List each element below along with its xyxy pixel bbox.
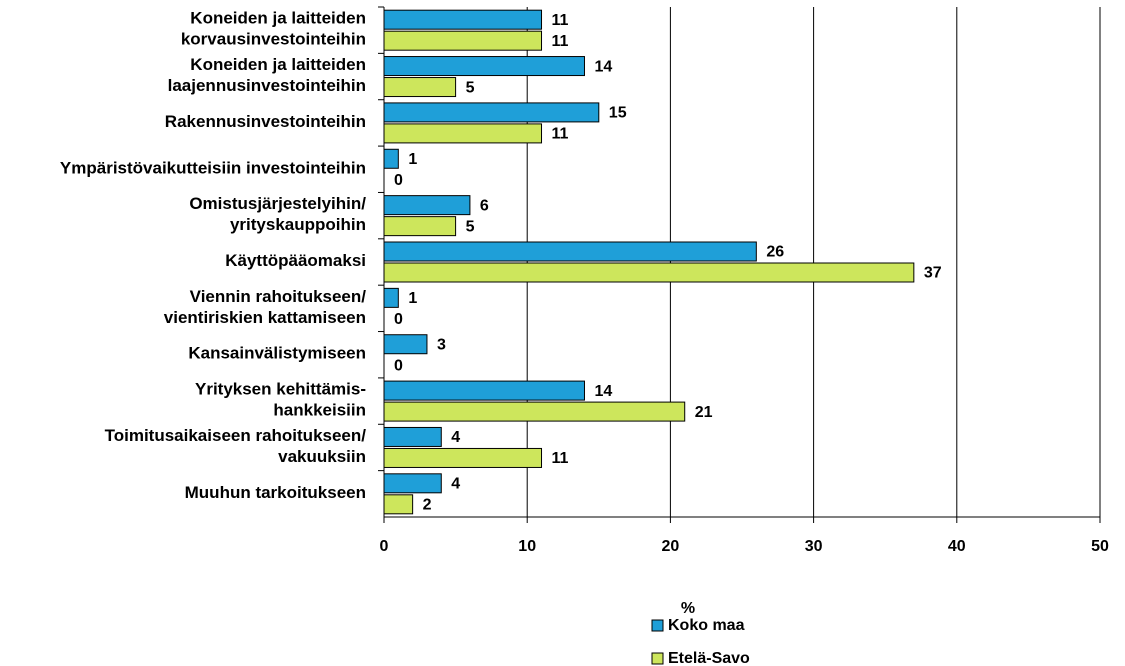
- data-label: 1: [408, 290, 417, 307]
- category-label: Koneiden ja laitteiden laajennusinvestoin…: [168, 56, 366, 96]
- data-label: 5: [466, 218, 475, 235]
- data-label: 2: [423, 497, 432, 514]
- category-label: Kansainvälistymiseen: [188, 344, 366, 363]
- bar: [383, 148, 399, 169]
- category-label: Käyttöpääomaksi: [225, 251, 366, 270]
- bar: [383, 77, 457, 98]
- bar: [383, 494, 414, 515]
- category-label: Koneiden ja laitteiden korvausinvestointe…: [181, 9, 366, 49]
- category-label: Toimitusaikaiseen rahoitukseen/vakuuksii…: [105, 426, 367, 466]
- data-label: 0: [394, 357, 403, 374]
- category-label: Yrityksen kehittämis-hankkeisiin: [195, 380, 366, 420]
- bar: [383, 9, 543, 30]
- data-label: 4: [451, 429, 460, 446]
- category-label: Rakennusinvestointeihin: [165, 112, 366, 131]
- x-tick-label: 20: [662, 538, 680, 555]
- bar: [383, 262, 915, 283]
- category-label: Viennin rahoitukseen/vientiriskien katta…: [164, 287, 366, 327]
- bar: [383, 56, 585, 77]
- data-label: 11: [552, 450, 569, 467]
- category-label: Ympäristövaikutteisiin investointeihin: [60, 159, 366, 178]
- data-label: 0: [394, 311, 403, 328]
- x-tick-label: 0: [380, 538, 389, 555]
- legend-label: Koko maa: [668, 617, 745, 634]
- legend-label: Etelä-Savo: [668, 650, 750, 666]
- data-label: 26: [766, 244, 784, 261]
- data-label: 11: [552, 33, 569, 50]
- category-label: Omistusjärjestelyihin/yrityskauppoihin: [189, 195, 366, 235]
- bar: [383, 473, 442, 494]
- bar: [383, 123, 543, 144]
- data-label: 5: [466, 79, 475, 96]
- data-label: 3: [437, 336, 446, 353]
- x-axis-label: %: [681, 600, 695, 617]
- legend-swatch: [651, 652, 664, 665]
- data-label: 0: [394, 172, 403, 189]
- x-tick-label: 30: [805, 538, 823, 555]
- data-label: 14: [594, 383, 612, 400]
- data-label: 21: [695, 404, 713, 421]
- bar: [383, 401, 686, 422]
- data-label: 11: [552, 12, 569, 29]
- bar: [383, 380, 585, 401]
- bar: [383, 241, 757, 262]
- bar: [383, 195, 471, 216]
- bar: [383, 287, 399, 308]
- data-label: 15: [609, 105, 627, 122]
- x-tick-label: 50: [1091, 538, 1109, 555]
- data-label: 4: [451, 476, 460, 493]
- data-label: 37: [924, 265, 942, 282]
- x-tick-label: 40: [948, 538, 966, 555]
- data-label: 14: [594, 58, 612, 75]
- bar: [383, 102, 600, 123]
- category-label: Muuhun tarkoitukseen: [185, 483, 366, 502]
- bar: [383, 30, 543, 51]
- legend-swatch: [651, 619, 664, 632]
- data-label: 6: [480, 197, 489, 214]
- x-tick-label: 10: [518, 538, 536, 555]
- bar: [383, 447, 543, 468]
- bar: [383, 334, 428, 355]
- bar: [383, 426, 442, 447]
- data-label: 11: [552, 126, 569, 143]
- bar: [383, 216, 457, 237]
- data-label: 1: [408, 151, 417, 168]
